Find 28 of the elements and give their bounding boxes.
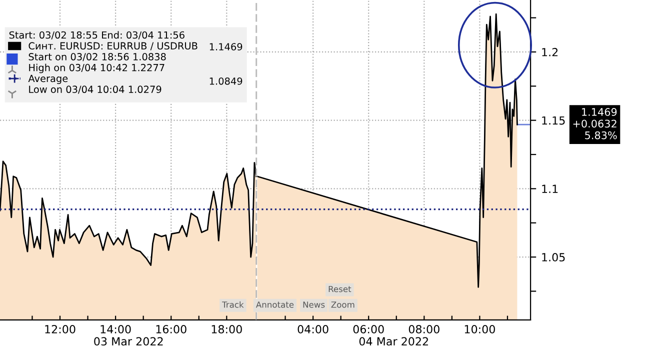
annotation: News (303, 302, 325, 308)
annotation: Track (222, 301, 244, 308)
x-axis-title: 04 Mar 2022 (359, 337, 428, 346)
text: 1.1469 +0.0632 5.83% (573, 108, 617, 140)
x-tick-label: 12:00 (45, 324, 76, 334)
annotation: 1.1469 (210, 43, 242, 50)
x-tick-label: 04:00 (298, 324, 328, 334)
y-tick-label: 1.05 (542, 253, 565, 262)
annotation: High on 03/04 10:42 1.2277 (29, 64, 164, 74)
annotation: Reset (328, 286, 352, 292)
x-tick-label: 16:00 (156, 324, 186, 334)
annotation: Low on 03/04 10:04 1.0279 (29, 86, 162, 94)
x-tick-label: 08:00 (408, 324, 440, 334)
legend-label: Синт. EURUSD: EURRUB / USDRUB (28, 42, 198, 50)
annotation: Zoom (331, 302, 354, 308)
x-tick-label: 18:00 (212, 324, 242, 334)
annotation: Start on 03/02 18:56 1.0838 (28, 53, 166, 62)
y-tick-label: 1.15 (542, 116, 565, 125)
x-tick-label: 10:00 (464, 324, 495, 334)
annotation: Annotate (256, 302, 294, 308)
legend-label: Average (28, 74, 68, 84)
annotation: 1.0849 (210, 77, 242, 85)
legend-title: Start: 03/02 18:55 End: 03/04 11:56 (9, 31, 184, 40)
y-tick-label: 1.2 (542, 48, 558, 56)
x-tick-label: 14:00 (100, 324, 131, 334)
y-tick-label: 1.1 (542, 184, 558, 193)
x-axis-title: 03 Mar 2022 (94, 337, 163, 346)
x-tick-label: 06:00 (353, 324, 384, 334)
